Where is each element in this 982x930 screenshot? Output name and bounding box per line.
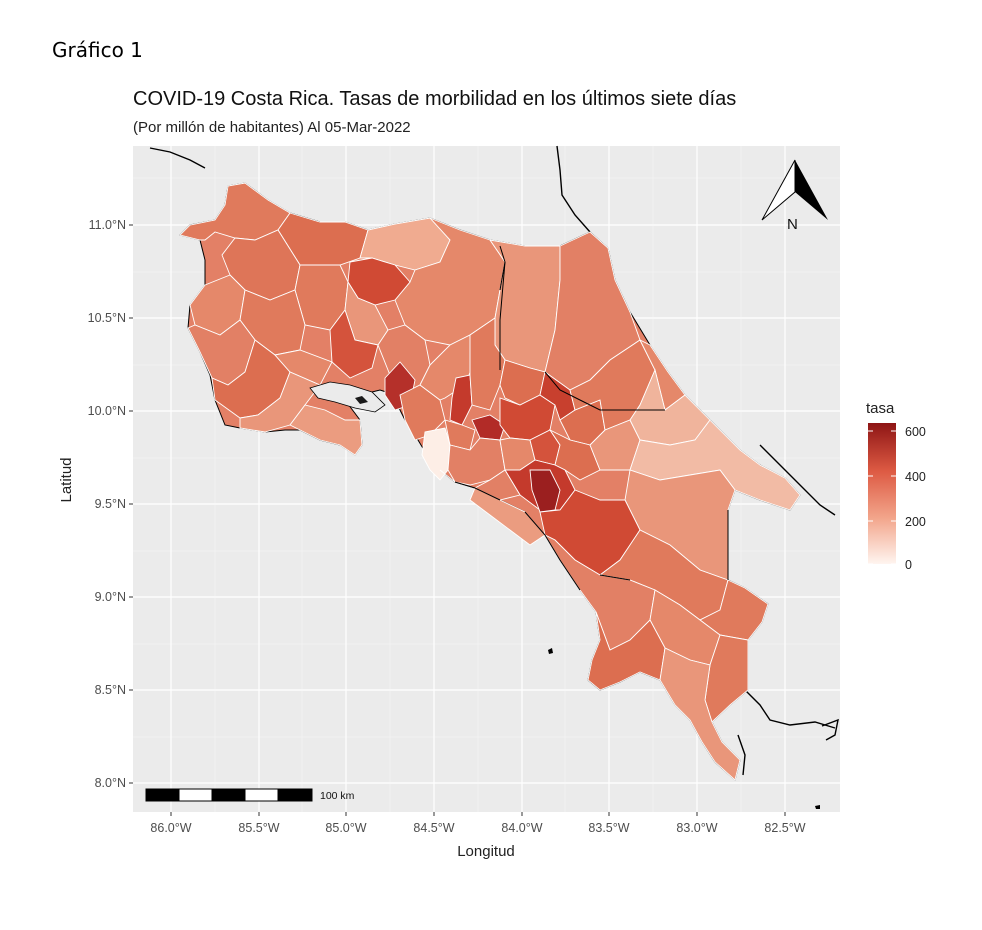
cocos-dot <box>548 648 553 654</box>
region-central-hot[interactable] <box>471 414 506 441</box>
region-quepos[interactable] <box>469 487 546 546</box>
scale-bar <box>145 788 313 802</box>
island <box>355 396 368 404</box>
small-island <box>815 805 820 809</box>
north-arrow-label: N <box>787 216 798 233</box>
region-hojancha[interactable] <box>274 349 333 386</box>
x-tick-label: 85.5°W <box>238 821 279 835</box>
region-dota[interactable] <box>529 469 561 513</box>
y-axis <box>129 224 133 784</box>
scale-bar-label: 100 km <box>320 790 355 802</box>
x-tick-label: 83.5°W <box>588 821 629 835</box>
legend-tick-label: 600 <box>905 425 926 439</box>
map-title: COVID-19 Costa Rica. Tasas de morbilidad… <box>133 88 737 110</box>
neighbor-coastlines <box>149 145 839 776</box>
legend: tasa 600 400 200 0 <box>866 400 926 572</box>
y-tick-label: 10.5°N <box>88 311 126 325</box>
gulf-of-nicoya <box>309 381 386 413</box>
region-atenas[interactable] <box>444 419 476 451</box>
legend-tick-label: 400 <box>905 470 926 484</box>
y-tick-label: 8.5°N <box>95 683 126 697</box>
region-cartago[interactable] <box>548 428 601 481</box>
y-axis-title: Latitud <box>58 457 75 502</box>
x-tick-label: 84.5°W <box>413 821 454 835</box>
region-peninsula[interactable] <box>289 404 363 456</box>
figure-label: Gráfico 1 <box>52 38 143 62</box>
cantons <box>179 182 801 781</box>
region-la-cruz[interactable] <box>179 182 291 241</box>
north-arrow: N <box>761 159 828 233</box>
x-axis-title: Longitud <box>457 843 515 860</box>
x-tick-label: 85.0°W <box>325 821 366 835</box>
y-tick-label: 11.0°N <box>89 218 126 232</box>
legend-colorbar <box>868 423 896 564</box>
x-tick-label: 86.0°W <box>150 821 191 835</box>
province-borders <box>454 245 729 591</box>
x-tick-label: 83.0°W <box>676 821 717 835</box>
legend-tick-label: 200 <box>905 515 926 529</box>
x-tick-label: 82.5°W <box>764 821 805 835</box>
map-subtitle: (Por millón de habitantes) Al 05-Mar-202… <box>133 119 411 136</box>
region-abangares[interactable] <box>329 309 379 379</box>
y-tick-label: 10.0°N <box>88 404 126 418</box>
legend-title: tasa <box>866 400 895 417</box>
y-tick-label: 9.0°N <box>95 590 126 604</box>
region-golfito-south[interactable] <box>659 647 741 781</box>
x-axis <box>170 812 786 816</box>
y-tick-label: 9.5°N <box>95 497 126 511</box>
legend-tick-label: 0 <box>905 558 912 572</box>
y-tick-label: 8.0°N <box>95 776 126 790</box>
region-garabito[interactable] <box>421 427 451 481</box>
region-osa-peninsula[interactable] <box>587 611 666 691</box>
x-tick-label: 84.0°W <box>501 821 542 835</box>
